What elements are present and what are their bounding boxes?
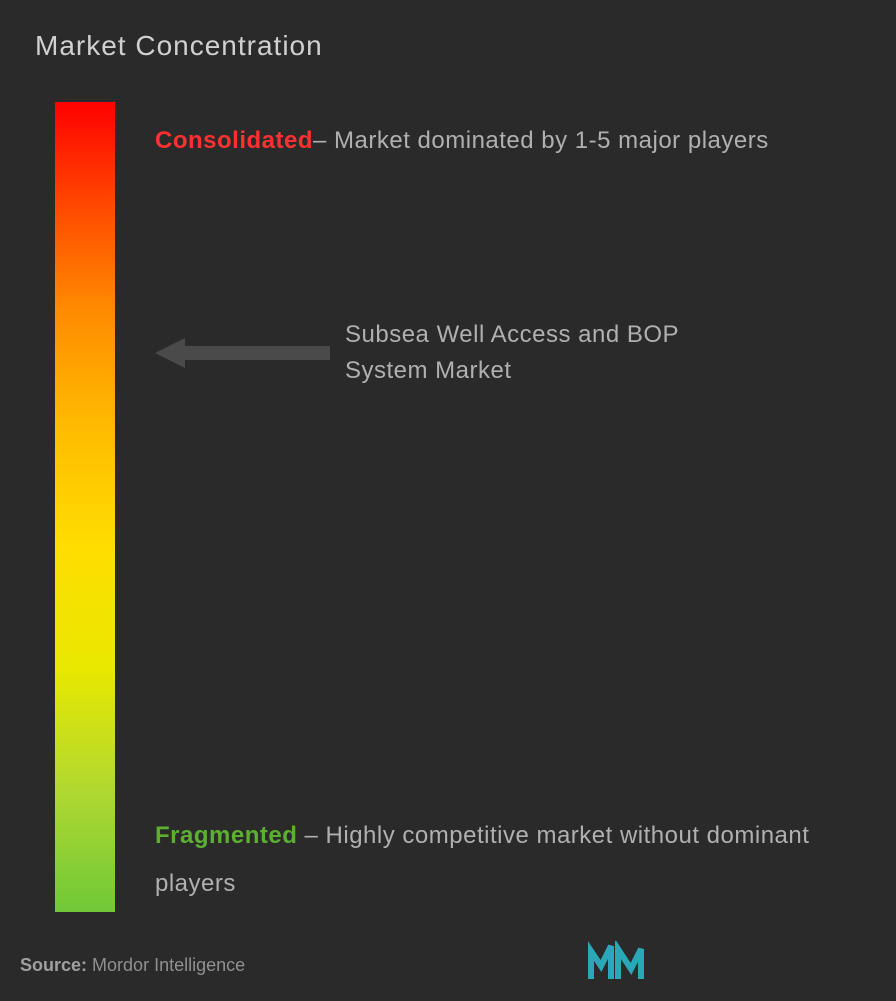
market-name: Subsea Well Access and BOP System Market — [345, 317, 745, 389]
market-pointer: Subsea Well Access and BOP System Market — [155, 317, 745, 389]
consolidated-label: Consolidated — [155, 127, 313, 154]
arrow-left-icon — [155, 333, 330, 373]
consolidated-description: Consolidated– Market dominated by 1-5 ma… — [155, 117, 855, 165]
consolidated-text: – Market dominated by 1-5 major players — [313, 127, 769, 154]
source-attribution: Source: Mordor Intelligence — [20, 955, 245, 976]
concentration-gradient-bar — [55, 102, 115, 912]
fragmented-description: Fragmented – Highly competitive market w… — [155, 812, 875, 908]
infographic-container: Market Concentration Consolidated– M — [0, 0, 896, 1001]
fragmented-label: Fragmented — [155, 822, 297, 849]
page-title: Market Concentration — [35, 30, 861, 62]
content-area: Consolidated– Market dominated by 1-5 ma… — [35, 102, 861, 922]
mordor-logo-icon — [586, 941, 646, 981]
source-prefix: Source: — [20, 955, 87, 975]
source-name: Mordor Intelligence — [92, 955, 245, 975]
